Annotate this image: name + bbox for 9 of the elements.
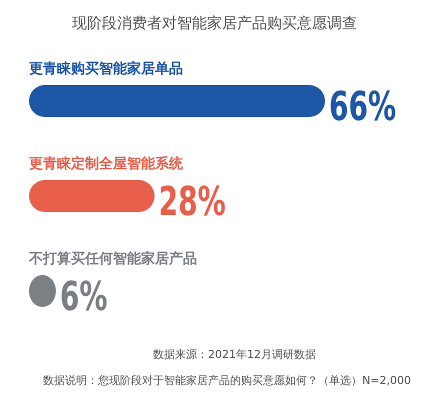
y-tick-label: 更青睐购买智能家居单品 [29, 60, 183, 77]
text: 数据说明：您现阶段对于智能家居产品的购买意愿如何？（单选）N=2,000 [43, 374, 411, 387]
source-note: 数据来源：2021年12月调研数据 [153, 348, 316, 361]
y-tick-label: 更青睐定制全屋智能系统 [29, 155, 184, 172]
y-tick-label: 不打算买任何智能家居产品 [28, 250, 197, 267]
chart-title: 现阶段消费者对智能家居产品购买意愿调查 [72, 14, 357, 32]
data-label: 28% [158, 179, 226, 226]
data-label: 6% [60, 274, 108, 320]
data-label: 66% [329, 84, 396, 130]
